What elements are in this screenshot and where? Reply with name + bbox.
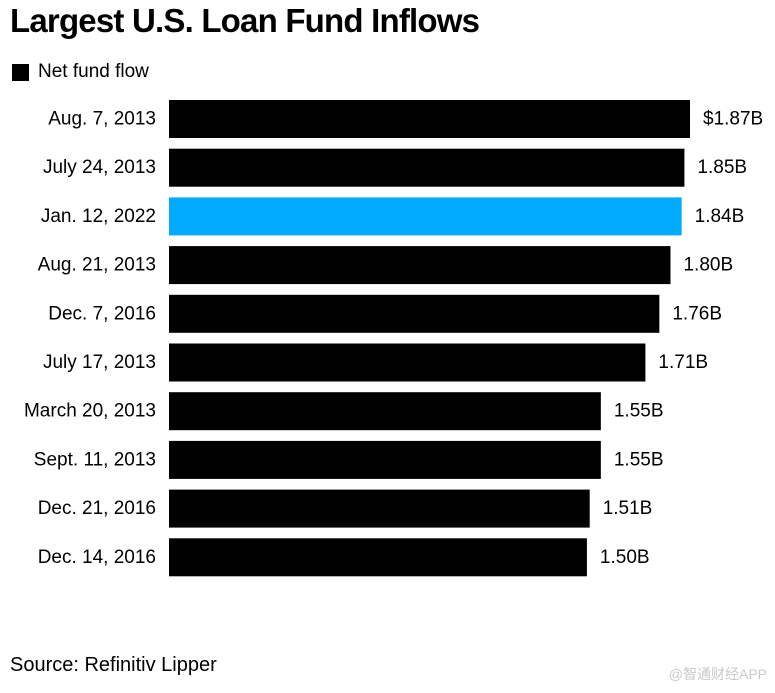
value-label: 1.51B [603, 498, 653, 519]
category-label: July 17, 2013 [43, 352, 156, 373]
category-label: Aug. 7, 2013 [48, 109, 156, 130]
category-label: Dec. 14, 2016 [38, 547, 156, 568]
source-note: Source: Refinitiv Lipper [10, 654, 217, 676]
value-label: 1.76B [672, 303, 722, 324]
legend: Net fund flow [12, 60, 149, 84]
category-label: Aug. 21, 2013 [38, 255, 156, 276]
value-label: $1.87B [703, 109, 763, 130]
category-label: Sept. 11, 2013 [34, 449, 156, 470]
value-label: 1.55B [614, 449, 664, 470]
bar [169, 343, 646, 382]
bar [169, 148, 685, 187]
value-label: 1.50B [600, 547, 650, 568]
category-label: Dec. 21, 2016 [38, 498, 156, 519]
legend-label: Net fund flow [38, 61, 149, 82]
category-label: Dec. 7, 2016 [48, 303, 156, 324]
value-label: 1.55B [614, 401, 664, 422]
category-label: Jan. 12, 2022 [41, 206, 156, 227]
legend-swatch [12, 63, 29, 81]
value-label: 1.80B [683, 255, 733, 276]
bar [169, 440, 601, 479]
category-label: July 24, 2013 [43, 157, 156, 178]
category-label: March 20, 2013 [24, 401, 156, 422]
watermark: @智通财经APP [668, 666, 767, 682]
bar-chart: Aug. 7, 2013 $1.87B July 24, 2013 1.85B Jan.… [24, 100, 763, 577]
value-label: 1.84B [695, 206, 745, 227]
chart-title: Largest U.S. Loan Fund Inflows [10, 2, 480, 39]
bar [169, 294, 660, 333]
value-label: 1.85B [697, 157, 747, 178]
bar [169, 246, 671, 285]
bar [169, 100, 690, 138]
bar [169, 489, 590, 528]
value-label: 1.71B [658, 352, 708, 373]
bar [169, 538, 587, 577]
bar-highlighted [169, 197, 682, 236]
bar [169, 392, 601, 431]
